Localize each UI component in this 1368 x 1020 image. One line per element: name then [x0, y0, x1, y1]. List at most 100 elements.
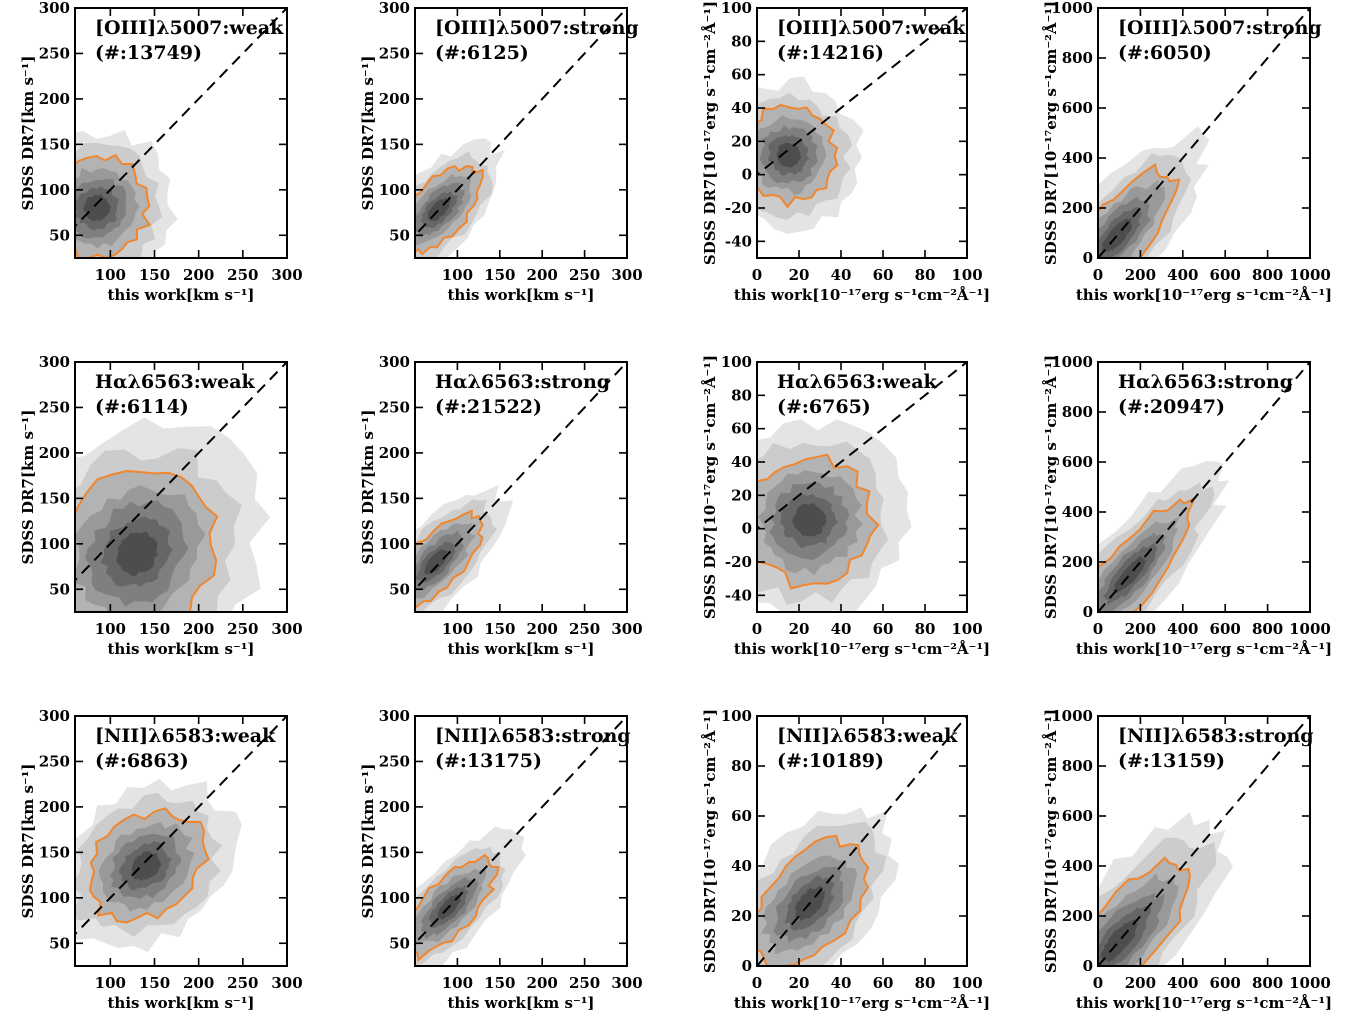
panel-2: 100 150 200 250 300 50 100 150 200 250 300 [OIII]λ5… [359, 0, 643, 304]
panel-11: 0 20 40 60 80 100 0 20 40 60 80 100 [NII]λ6583:weak (… [701, 707, 990, 1012]
y-tick-label: 0 [742, 957, 752, 975]
x-tick-label: 200 [183, 620, 214, 638]
y-axis-label: SDSS DR7[km s⁻¹] [19, 56, 37, 211]
x-tick-label: 80 [915, 266, 936, 284]
x-tick-label: 150 [484, 266, 515, 284]
y-tick-label: -20 [725, 553, 752, 571]
x-tick-label: 40 [831, 620, 852, 638]
one-to-one-line [1098, 716, 1310, 966]
x-tick-label: 100 [95, 620, 126, 638]
y-tick-label: 250 [379, 398, 410, 416]
panel-1: 100 150 200 250 300 50 100 150 200 250 300 [OIII]λ5… [19, 0, 303, 304]
panel-title: [OIII]λ5007:weak [95, 17, 284, 39]
orange-contour [1098, 856, 1192, 966]
orange-contour [75, 469, 219, 612]
x-tick-label: 0 [752, 974, 762, 992]
one-to-one-line [415, 362, 627, 591]
y-axis-label: SDSS DR7[10⁻¹⁷erg s⁻¹cm⁻²Å⁻¹] [1042, 355, 1060, 619]
y-tick-label: 50 [389, 226, 410, 244]
y-tick-label: 800 [1062, 403, 1093, 421]
density-level-7 [776, 142, 801, 168]
x-axis-label: this work[km s⁻¹] [107, 286, 254, 304]
panel-9: 100 150 200 250 300 50 100 150 200 250 300 [NII]λ65… [19, 707, 303, 1012]
y-tick-label: 300 [39, 0, 70, 17]
y-tick-label: 150 [39, 135, 70, 153]
density-level-7 [424, 549, 449, 575]
x-axis-label: this work[km s⁻¹] [107, 994, 254, 1012]
density-level-7 [83, 194, 111, 222]
x-tick-label: 300 [611, 620, 642, 638]
panel-8: 0 200 400 600 800 1000 0 200 400 600 800 1000 Hαλ656… [1042, 353, 1332, 658]
x-tick-label: 20 [789, 974, 810, 992]
x-tick-label: 0 [1093, 974, 1103, 992]
y-tick-label: 200 [379, 444, 410, 462]
y-tick-label: 250 [379, 44, 410, 62]
panel-title: [NII]λ6583:strong [435, 725, 631, 747]
x-tick-label: 200 [1125, 620, 1156, 638]
y-tick-label: 200 [1062, 199, 1093, 217]
x-tick-label: 100 [442, 974, 473, 992]
axes-frame [74, 7, 288, 259]
orange-contour [757, 453, 880, 590]
axes-frame [414, 7, 628, 259]
x-tick-label: 150 [484, 974, 515, 992]
y-tick-label: 200 [39, 798, 70, 816]
y-tick-label: 150 [379, 135, 410, 153]
panel-title: Hαλ6563:weak [777, 371, 938, 393]
x-tick-label: 300 [611, 974, 642, 992]
panel-count: (#:20947) [1118, 396, 1225, 418]
x-tick-label: 600 [1210, 974, 1241, 992]
y-tick-label: 0 [1083, 249, 1093, 267]
orange-contour [1098, 496, 1197, 612]
x-tick-label: 300 [271, 620, 302, 638]
plot-area [757, 716, 967, 966]
y-axis-label: SDSS DR7[10⁻¹⁷erg s⁻¹cm⁻²Å⁻¹] [1042, 709, 1060, 973]
y-axis-label: SDSS DR7[10⁻¹⁷erg s⁻¹cm⁻²Å⁻¹] [1042, 1, 1060, 265]
panel-count: (#:6114) [95, 396, 189, 418]
x-axis-label: this work[km s⁻¹] [447, 994, 594, 1012]
x-tick-label: 400 [1167, 620, 1198, 638]
y-tick-label: 200 [39, 90, 70, 108]
x-tick-label: 1000 [1289, 266, 1331, 284]
panel-4: 0 200 400 600 800 1000 0 200 400 600 800 1000 [OIII]… [1042, 0, 1332, 304]
x-tick-label: 300 [611, 266, 642, 284]
orange-contour [415, 853, 500, 962]
y-tick-label: 200 [1062, 553, 1093, 571]
x-tick-label: 200 [183, 266, 214, 284]
panel-count: (#:6125) [435, 42, 529, 64]
y-tick-label: 100 [39, 535, 70, 553]
x-tick-label: 1000 [1289, 974, 1331, 992]
x-tick-label: 600 [1210, 266, 1241, 284]
panel-12: 0 200 400 600 800 1000 0 200 400 600 800 1000 [NII]λ… [1042, 707, 1332, 1012]
x-tick-label: 0 [1093, 266, 1103, 284]
panel-count: (#:13159) [1118, 750, 1225, 772]
y-tick-label: 250 [39, 398, 70, 416]
one-to-one-line [75, 362, 287, 582]
x-tick-label: 60 [873, 266, 894, 284]
x-tick-label: 250 [227, 974, 258, 992]
y-tick-label: 250 [379, 752, 410, 770]
one-to-one-line [757, 8, 967, 176]
y-tick-label: -40 [725, 232, 752, 250]
panel-count: (#:10189) [777, 750, 884, 772]
y-tick-label: 40 [731, 857, 752, 875]
y-tick-label: 50 [49, 934, 70, 952]
y-tick-label: 20 [731, 907, 752, 925]
x-axis-label: this work[km s⁻¹] [107, 640, 254, 658]
x-tick-label: 40 [831, 266, 852, 284]
panel-count: (#:6863) [95, 750, 189, 772]
panel-count: (#:13175) [435, 750, 542, 772]
panel-3: 0 20 40 60 80 100 -40 -20 0 20 40 60 80 100 [OIII]λ500… [701, 0, 990, 304]
y-tick-label: 100 [379, 181, 410, 199]
x-tick-label: 0 [752, 620, 762, 638]
axes-frame [1097, 7, 1311, 259]
y-tick-label: 100 [721, 0, 752, 17]
y-tick-label: 400 [1062, 857, 1093, 875]
panel-title: [OIII]λ5007:weak [777, 17, 966, 39]
y-tick-label: 0 [1083, 957, 1093, 975]
x-tick-label: 250 [569, 620, 600, 638]
x-tick-label: 200 [527, 974, 558, 992]
x-tick-label: 20 [789, 620, 810, 638]
orange-contour [75, 153, 152, 258]
